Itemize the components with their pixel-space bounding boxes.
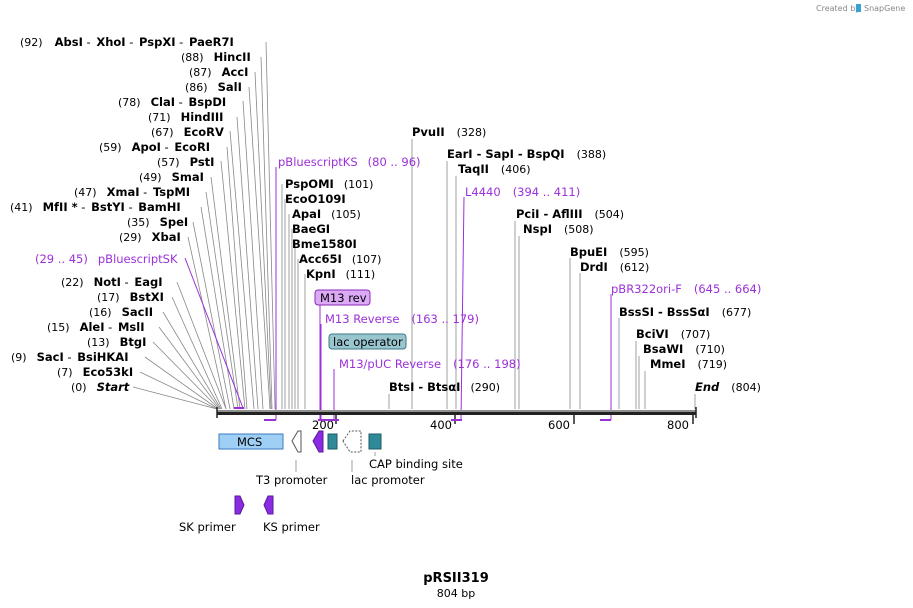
map-title: pRSII319 xyxy=(423,571,489,586)
lac-operator-block[interactable] xyxy=(327,433,338,450)
sk-primer-arrow-icon[interactable] xyxy=(234,495,245,515)
site-290[interactable]: BtsI - BtsαI (290) xyxy=(389,380,500,394)
site-baegi[interactable]: BaeGI xyxy=(292,222,330,236)
site-87[interactable]: (87) AccI xyxy=(189,63,248,80)
t3-promoter-label: T3 promoter xyxy=(255,473,328,487)
site-504[interactable]: PciI - AflIII (504) xyxy=(516,207,624,221)
t3-promoter-arrow-icon[interactable] xyxy=(291,430,302,453)
left-site-connectors xyxy=(132,41,276,410)
map-length: 804 bp xyxy=(437,587,475,600)
middle-enzyme-labels: PspOMI (101) EcoO109I ApaI (105) BaeGI Bme… xyxy=(285,177,381,281)
dna-strand xyxy=(217,410,696,415)
ks-primer-label: KS primer xyxy=(263,520,320,534)
mcs-label: MCS xyxy=(237,435,262,449)
site-17[interactable]: (17) BstXI xyxy=(97,288,164,305)
site-57[interactable]: (57) PstI xyxy=(157,153,214,170)
site-49[interactable]: (49) SmaI xyxy=(139,168,204,185)
m13-rev-arrow-icon[interactable] xyxy=(312,430,324,453)
created-by-text: Created by xyxy=(816,4,860,13)
cap-binding-site-label: CAP binding site xyxy=(369,457,463,471)
m13-rev-feature[interactable]: M13 rev xyxy=(314,289,371,306)
primer-pbluescriptsk[interactable]: (29 .. 45) pBluescriptSK xyxy=(35,252,178,266)
left-enzyme-labels: (92) AbsI - XhoI - PspXI - PaeR7I (88) H… xyxy=(10,33,251,395)
site-406[interactable]: TaqII (406) xyxy=(458,162,531,176)
site-612[interactable]: DrdI (612) xyxy=(580,260,649,274)
primer-l4440[interactable]: L4440 (394 .. 411) xyxy=(465,185,580,199)
site-bme1580i[interactable]: Bme1580I xyxy=(292,237,357,251)
primer-pbluescriptks[interactable]: pBluescriptKS (80 .. 96) xyxy=(278,155,421,169)
site-7[interactable]: (7) Eco53kI xyxy=(57,363,133,380)
right-site-connectors xyxy=(281,139,696,409)
m13-rev-label: M13 rev xyxy=(320,291,367,305)
site-107[interactable]: Acc65I (107) xyxy=(299,252,381,266)
feature-track: MCS CAP binding site T3 promoter lac pro… xyxy=(179,430,463,534)
brand-name: SnapGene xyxy=(864,4,905,13)
site-0-start[interactable]: (0) Start xyxy=(71,378,130,395)
mcs-feature[interactable]: MCS xyxy=(218,433,284,450)
primer-connectors xyxy=(184,167,612,421)
lac-promoter-label: lac promoter xyxy=(351,473,425,487)
primer-labels: pBluescriptKS (80 .. 96) L4440 (394 .. 411… xyxy=(35,155,761,371)
site-595[interactable]: BpuEI (595) xyxy=(570,245,649,259)
site-707[interactable]: BciVI (707) xyxy=(636,327,710,341)
lac-promoter-arrow-icon[interactable] xyxy=(342,430,362,453)
site-677[interactable]: BssSI - BssSαI (677) xyxy=(619,305,751,319)
lac-operator-label: lac operator xyxy=(333,335,403,349)
sk-primer-label: SK primer xyxy=(179,520,236,534)
primer-m13-puc-reverse[interactable]: M13/pUC Reverse (176 .. 198) xyxy=(339,357,521,371)
site-35[interactable]: (35) SpeI xyxy=(127,213,188,230)
cap-binding-site-block[interactable] xyxy=(368,433,382,450)
site-71[interactable]: (71) HindIII xyxy=(148,108,223,125)
primer-pbr322ori-f[interactable]: pBR322ori-F (645 .. 664) xyxy=(611,282,761,296)
site-ecoo109i[interactable]: EcoO109I xyxy=(285,192,346,206)
ks-primer-arrow-icon[interactable] xyxy=(263,495,274,515)
site-92[interactable]: (92) AbsI - XhoI - PspXI - PaeR7I xyxy=(20,33,234,50)
tick-400: 400 xyxy=(430,418,452,432)
site-59[interactable]: (59) ApoI - EcoRI xyxy=(99,138,210,155)
site-9[interactable]: (9) SacI - BsiHKAI xyxy=(11,348,128,365)
site-41[interactable]: (41) MfII * - BstYI - BamHI xyxy=(10,198,181,215)
site-710[interactable]: BsaWI (710) xyxy=(643,342,725,356)
site-22[interactable]: (22) NotI - EagI xyxy=(61,273,163,290)
site-388[interactable]: EarI - SapI - BspQI (388) xyxy=(447,147,606,161)
right-enzyme-labels: PvuII (328) EarI - SapI - BspQI (388) TaqI… xyxy=(389,125,761,394)
tick-600: 600 xyxy=(548,418,570,432)
site-111[interactable]: KpnI (111) xyxy=(306,267,375,281)
site-29[interactable]: (29) XbaI xyxy=(119,228,181,245)
site-328[interactable]: PvuII (328) xyxy=(412,125,486,139)
site-105[interactable]: ApaI (105) xyxy=(292,207,361,221)
site-78[interactable]: (78) ClaI - BspDI xyxy=(118,93,226,110)
site-16[interactable]: (16) SacII xyxy=(89,303,153,320)
snapgene-brand: Created by SnapGene xyxy=(816,4,905,13)
site-67[interactable]: (67) EcoRV xyxy=(151,123,224,140)
tick-800: 800 xyxy=(667,418,689,432)
site-88[interactable]: (88) HincII xyxy=(181,48,251,65)
site-86[interactable]: (86) SalI xyxy=(185,78,242,95)
site-804-end[interactable]: End (804) xyxy=(695,380,761,394)
site-13[interactable]: (13) BtgI xyxy=(87,333,146,350)
site-15[interactable]: (15) AleI - MslI xyxy=(47,318,145,335)
tick-200: 200 xyxy=(312,418,334,432)
primer-m13-reverse[interactable]: M13 Reverse (163 .. 179) xyxy=(325,312,479,326)
site-101[interactable]: PspOMI (101) xyxy=(285,177,373,191)
snapgene-logo-icon xyxy=(856,4,861,12)
site-508[interactable]: NspI (508) xyxy=(523,222,594,236)
site-47[interactable]: (47) XmaI - TspMI xyxy=(74,183,190,200)
sequence-backbone: 200 400 600 800 xyxy=(216,407,697,432)
lac-operator-feature[interactable]: lac operator xyxy=(328,333,407,350)
site-719[interactable]: MmeI (719) xyxy=(650,357,727,371)
